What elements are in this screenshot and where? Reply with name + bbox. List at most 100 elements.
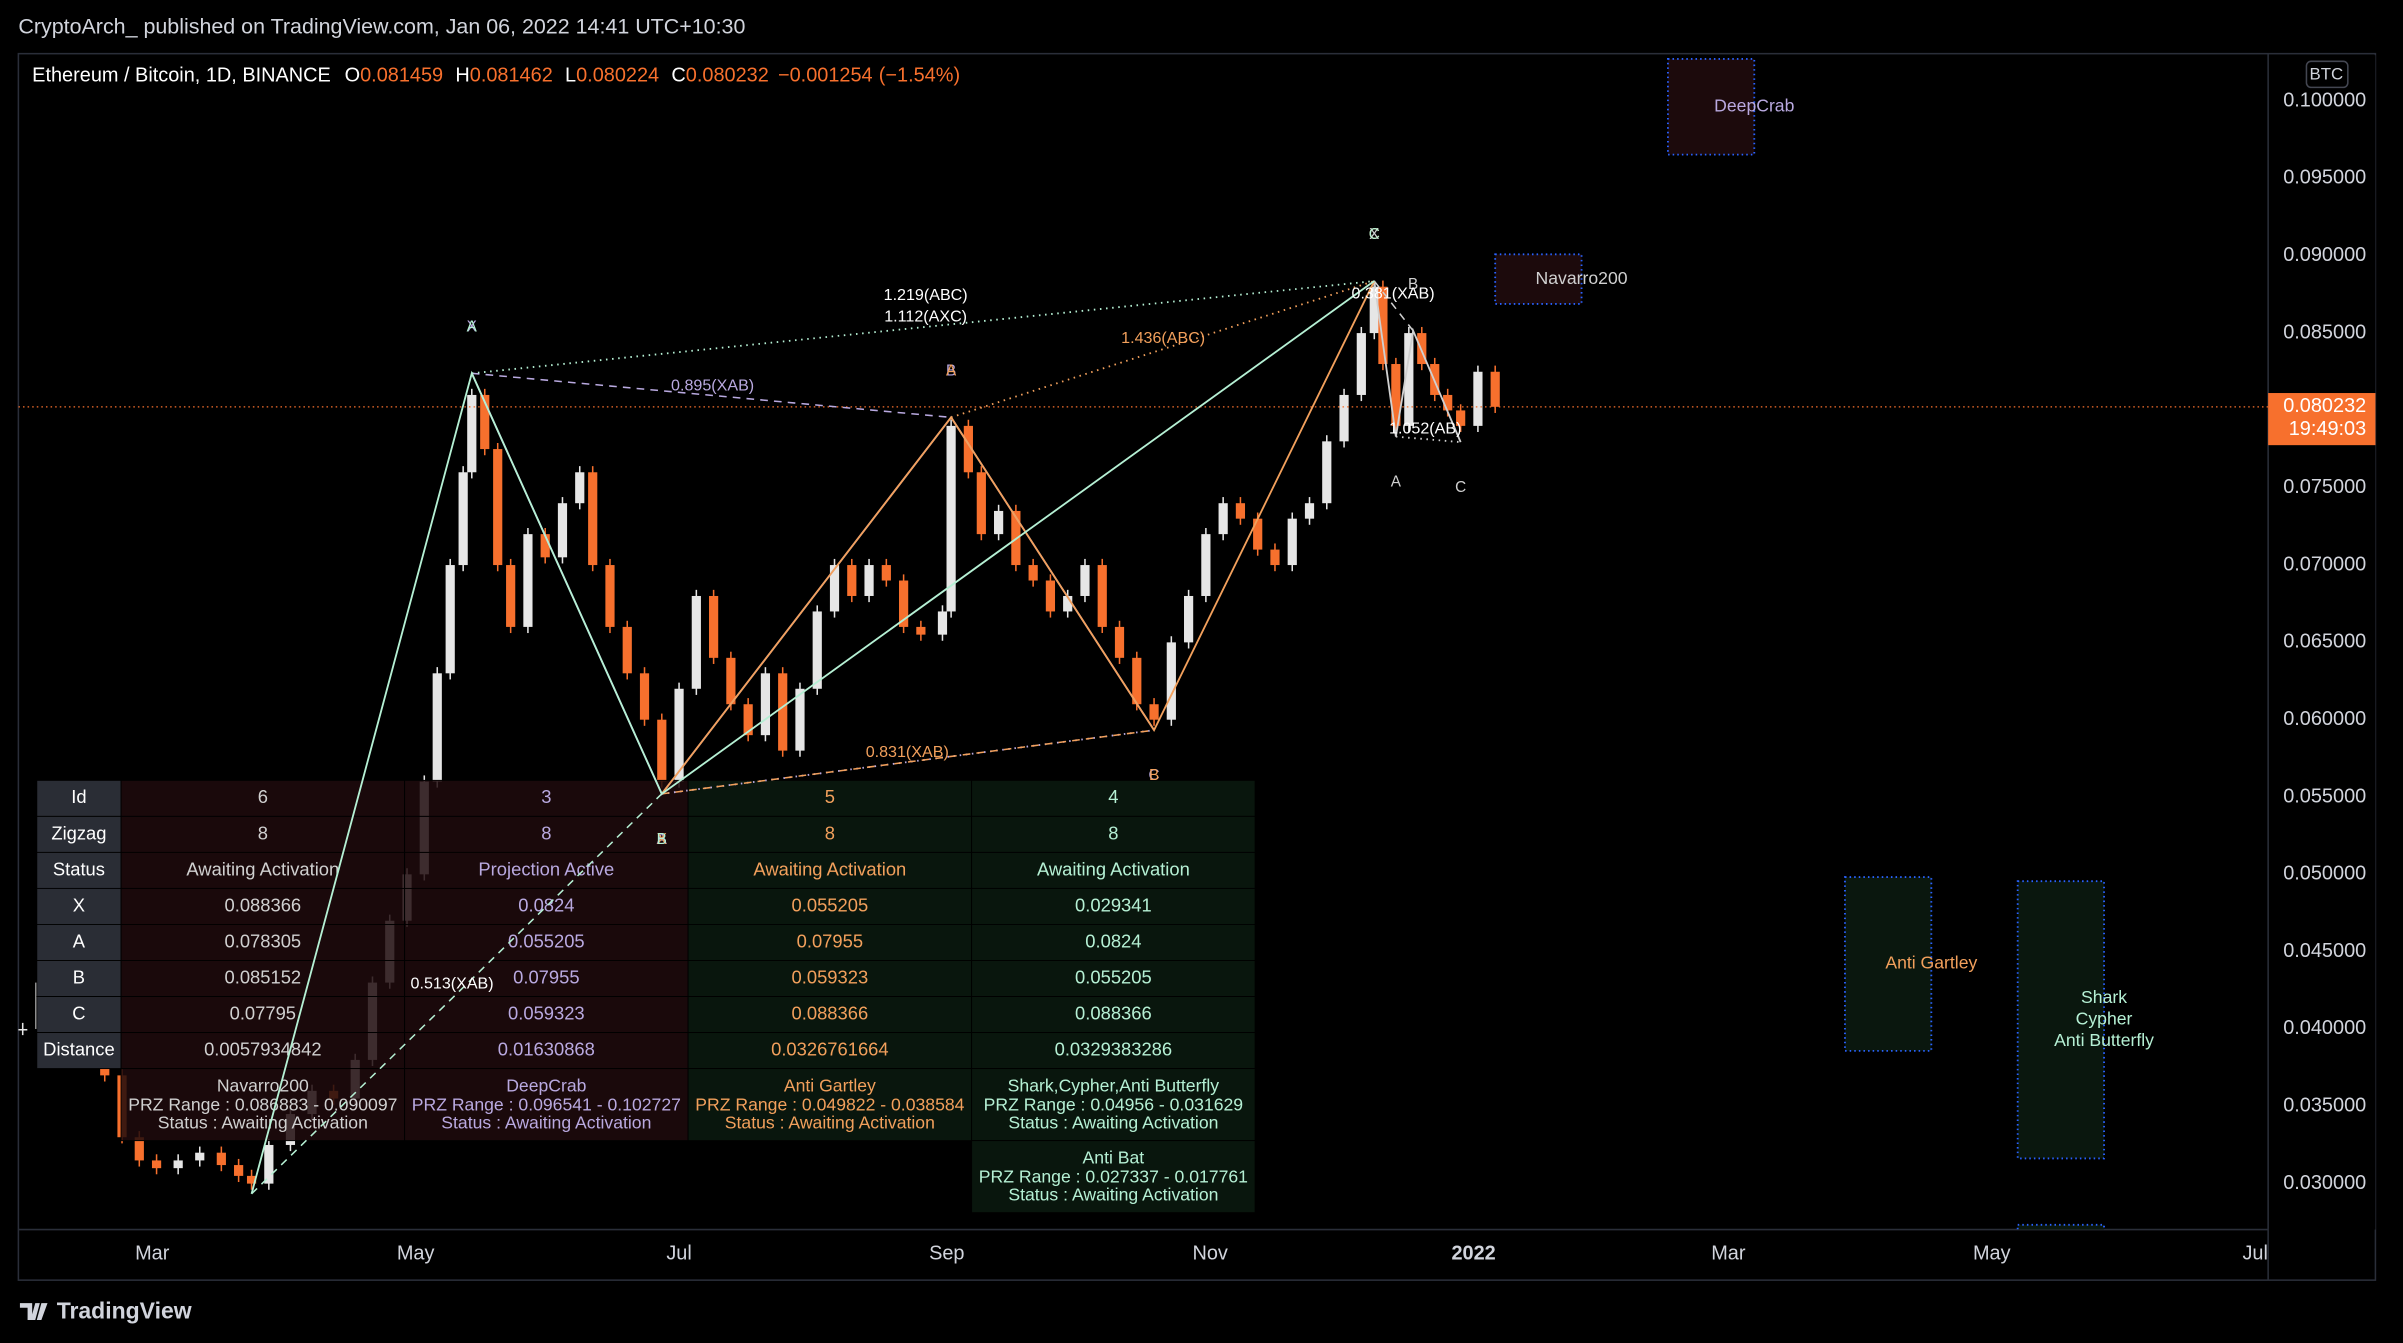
- prz-sep: -: [308, 1094, 324, 1114]
- prz-to: 0.102727: [608, 1094, 681, 1114]
- ratio-annotation: 0.895(XAB): [671, 377, 754, 395]
- prz-from: 0.096541: [518, 1094, 591, 1114]
- candle-body: [743, 704, 753, 736]
- candle-body: [1473, 371, 1483, 426]
- pattern-name: Navarro200: [217, 1076, 309, 1096]
- symbol: Ethereum / Bitcoin, 1D, BINANCE: [32, 65, 331, 87]
- ohlc-label: H: [455, 65, 469, 87]
- prz-box: [2016, 880, 2105, 1160]
- candle-body: [916, 626, 926, 635]
- change: −0.001254: [778, 65, 873, 87]
- prz-prefix: PRZ Range :: [695, 1094, 802, 1114]
- symbol-legend: Ethereum / Bitcoin, 1D, BINANCE O0.081459…: [32, 65, 960, 87]
- candle-body: [1097, 565, 1107, 627]
- table-cell: [404, 1032, 689, 1070]
- table-cell: [687, 960, 973, 997]
- prz-box-label: Navarro200: [1536, 268, 1628, 288]
- pattern-name: Anti Bat: [1083, 1148, 1145, 1168]
- table-cell: [404, 887, 689, 925]
- point-letter: C: [1369, 226, 1380, 243]
- candle-body: [946, 425, 956, 612]
- y-tick-label: 0.070000: [2283, 553, 2366, 575]
- prz-from: 0.086883: [235, 1094, 309, 1114]
- candle-body: [1356, 333, 1366, 395]
- ohlc-value: 0.080224: [576, 65, 659, 87]
- candle-body: [246, 1175, 257, 1184]
- candle-body: [864, 565, 874, 596]
- ohlc-value: 0.081462: [470, 65, 553, 87]
- table-value: 4: [1108, 786, 1118, 807]
- table-value: 0.088366: [225, 894, 302, 915]
- table-value: 5: [825, 786, 835, 807]
- point-letter: B: [657, 831, 667, 848]
- row-header: Id: [71, 786, 86, 807]
- candle-body: [1218, 503, 1228, 535]
- ohlc-value: 0.081459: [360, 65, 443, 87]
- candle-body: [709, 595, 719, 658]
- change-percent: (−1.54%): [879, 65, 960, 87]
- pattern-status: Status : Awaiting Activation: [441, 1112, 651, 1132]
- table-value: Projection Active: [478, 858, 614, 879]
- table-value: 8: [825, 822, 835, 843]
- pattern-cell: [687, 1068, 973, 1142]
- table-value: 0.059323: [792, 966, 869, 987]
- candle-body: [1166, 642, 1176, 720]
- prz-to: 0.038584: [891, 1094, 965, 1114]
- ratio-annotation: 1.219(ABC): [884, 286, 968, 304]
- publisher: CryptoArch_ published on TradingView.com…: [18, 14, 745, 38]
- table-value: 6: [258, 786, 268, 807]
- row-header-cell: [36, 1032, 122, 1070]
- table-cell: [971, 1032, 1256, 1070]
- pattern-line: [250, 280, 1375, 1195]
- pattern-status: Status : Awaiting Activation: [1008, 1112, 1218, 1132]
- table-value: 0.0329383286: [1055, 1038, 1173, 1059]
- ratio-annotation: 1.112(AXC): [884, 308, 967, 326]
- candle-body: [557, 503, 568, 558]
- table-cell: [971, 924, 1256, 961]
- countdown: 19:49:03: [2289, 418, 2366, 440]
- row-header-cell: [36, 815, 122, 853]
- ratio-annotation: 0.513(XAB): [411, 975, 494, 993]
- table-value: 8: [258, 822, 268, 843]
- prz-box-label: Cypher: [2076, 1008, 2133, 1028]
- candle-body: [605, 565, 615, 627]
- pattern-xb: [1373, 280, 1414, 332]
- ohlc-label: O: [345, 65, 360, 87]
- prz-range: PRZ Range : 0.04956 - 0.031629: [984, 1094, 1243, 1114]
- prz-range: PRZ Range : 0.096541 - 0.102727: [412, 1094, 681, 1114]
- x-tick-label: May: [1973, 1242, 2011, 1264]
- prz-to: 0.017761: [1175, 1166, 1248, 1186]
- axes: 0.030000 0.035000 0.040000 0.045000 0.050000…: [135, 89, 2376, 1279]
- pattern-line: [661, 280, 1376, 795]
- x-tick-label: Sep: [929, 1242, 964, 1264]
- pattern-ac: [950, 280, 1375, 419]
- row-header-cell: [36, 851, 122, 889]
- candle-body: [467, 394, 477, 473]
- candle-body: [1114, 626, 1125, 658]
- candle-body: [540, 534, 550, 558]
- candle-body: [1378, 286, 1388, 365]
- candle-body: [1253, 518, 1263, 550]
- currency-box: [2305, 60, 2349, 89]
- candle-body: [691, 595, 701, 689]
- candle-body: [1149, 704, 1159, 720]
- prz-box: [2016, 1223, 2105, 1230]
- candle-body: [1443, 394, 1453, 411]
- table-value: Awaiting Activation: [1037, 858, 1190, 879]
- candle-body: [881, 565, 891, 581]
- candle-body: [795, 688, 805, 751]
- table-cell: [120, 996, 406, 1034]
- row-header-cell: [36, 887, 122, 925]
- logo-text: TradingView: [57, 1297, 192, 1323]
- row-header: X: [73, 894, 85, 915]
- row-header: C: [72, 1002, 85, 1023]
- prz-box-label: Shark: [2081, 987, 2127, 1007]
- table-value: 0.078305: [225, 930, 302, 951]
- row-header: A: [73, 930, 86, 951]
- prz-prefix: PRZ Range :: [984, 1094, 1091, 1114]
- candle-body: [963, 425, 973, 473]
- point-letter: C: [1149, 767, 1160, 784]
- prz-sep: -: [1154, 1094, 1170, 1114]
- y-tick-label: 0.085000: [2283, 321, 2366, 343]
- x-tick-label: May: [397, 1242, 435, 1264]
